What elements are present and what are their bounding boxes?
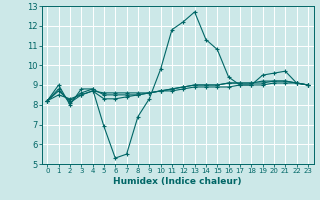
X-axis label: Humidex (Indice chaleur): Humidex (Indice chaleur) [113,177,242,186]
